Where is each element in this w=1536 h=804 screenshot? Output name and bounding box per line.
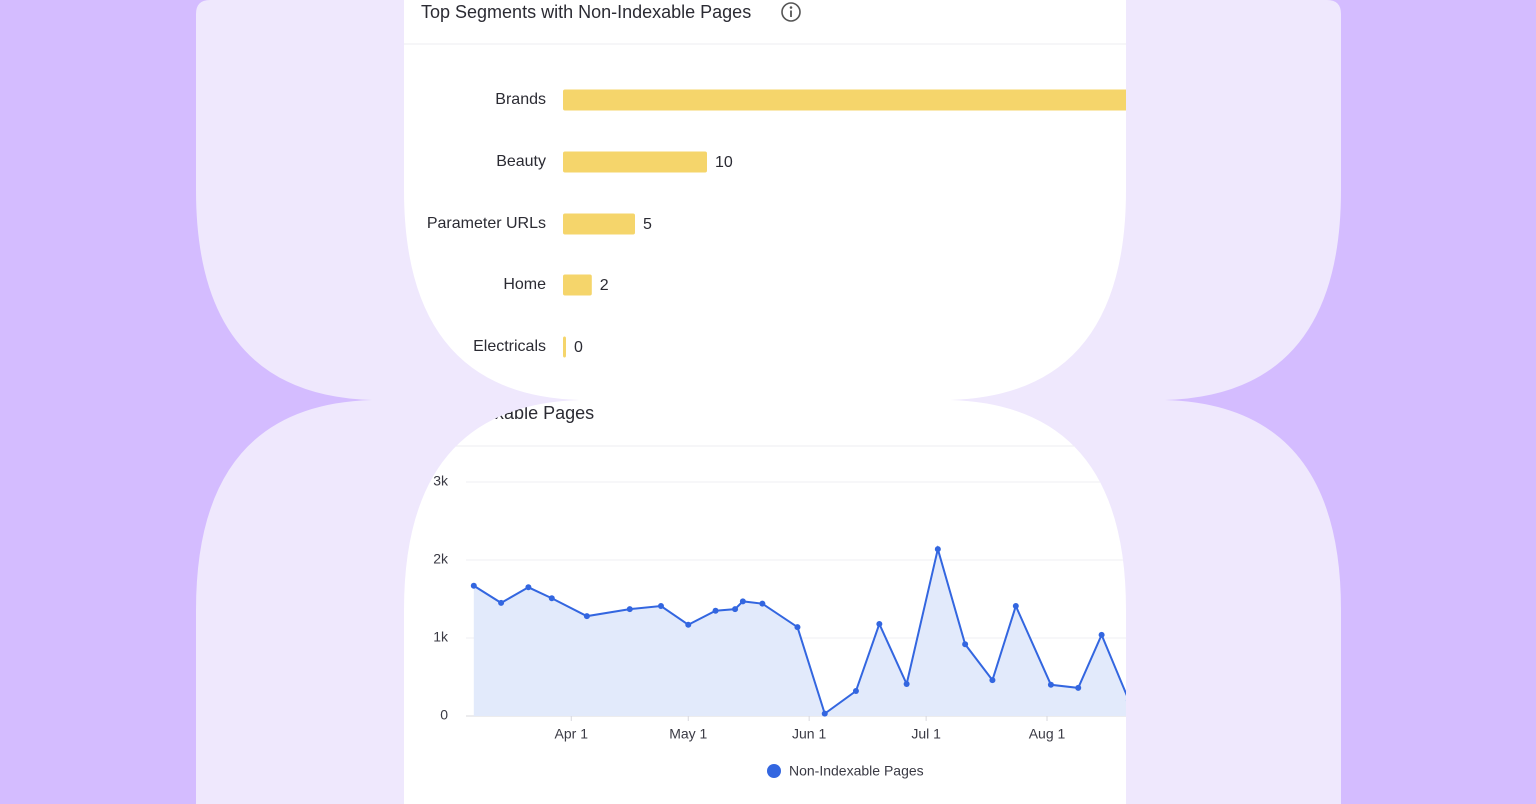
x-tick-label: May 1: [669, 726, 707, 742]
bar: [563, 274, 592, 296]
y-tick-label: 3k: [433, 473, 449, 489]
point: [759, 600, 766, 607]
point: [626, 606, 633, 613]
bar: [563, 89, 1126, 111]
y-tick-label: 2k: [433, 551, 449, 567]
category-label: Electricals: [473, 338, 546, 355]
point: [989, 677, 996, 684]
category-label: Brands: [495, 91, 546, 108]
point: [525, 584, 532, 591]
category-label: Home: [503, 276, 546, 293]
point: [962, 641, 969, 648]
card-content: Top Segments with Non-Indexable Pages Bra…: [404, 2, 1126, 779]
point: [583, 613, 590, 620]
point: [470, 582, 477, 589]
point: [685, 621, 692, 628]
point: [739, 598, 746, 605]
x-tick-label: Aug 1: [1029, 726, 1066, 742]
point: [852, 688, 859, 695]
point: [934, 546, 941, 553]
point: [794, 624, 801, 631]
y-tick-label: 1k: [433, 629, 449, 645]
info-icon: [781, 2, 801, 22]
legend-marker: [767, 764, 781, 778]
point: [821, 710, 828, 717]
value-label: 5: [643, 216, 652, 233]
point: [1047, 681, 1054, 688]
category-label: Parameter URLs: [427, 215, 546, 232]
point: [498, 599, 505, 606]
point: [1098, 631, 1105, 638]
x-tick-label: Apr 1: [555, 726, 589, 742]
legend-label: Non-Indexable Pages: [789, 763, 924, 779]
area: [473, 549, 1126, 716]
point: [657, 603, 664, 610]
category-label: Beauty: [496, 153, 546, 170]
point: [1075, 684, 1082, 691]
y-tick-label: 0: [440, 707, 448, 723]
point: [732, 606, 739, 613]
info-icon-ring: [781, 2, 801, 22]
point: [712, 607, 719, 614]
bar: [563, 213, 635, 235]
value-label: 2: [600, 277, 609, 294]
value-label: 10: [715, 154, 733, 171]
info-icon-dot: [789, 6, 793, 9]
value-label: 0: [574, 339, 583, 356]
point: [876, 620, 883, 627]
chart-title: Top Segments with Non-Indexable Pages: [421, 2, 751, 22]
point: [903, 681, 910, 688]
bar: [563, 336, 566, 358]
point: [1012, 603, 1019, 610]
point: [548, 595, 555, 602]
x-tick-label: Jul 1: [911, 726, 941, 742]
x-tick-label: Jun 1: [792, 726, 826, 742]
bar: [563, 151, 707, 173]
